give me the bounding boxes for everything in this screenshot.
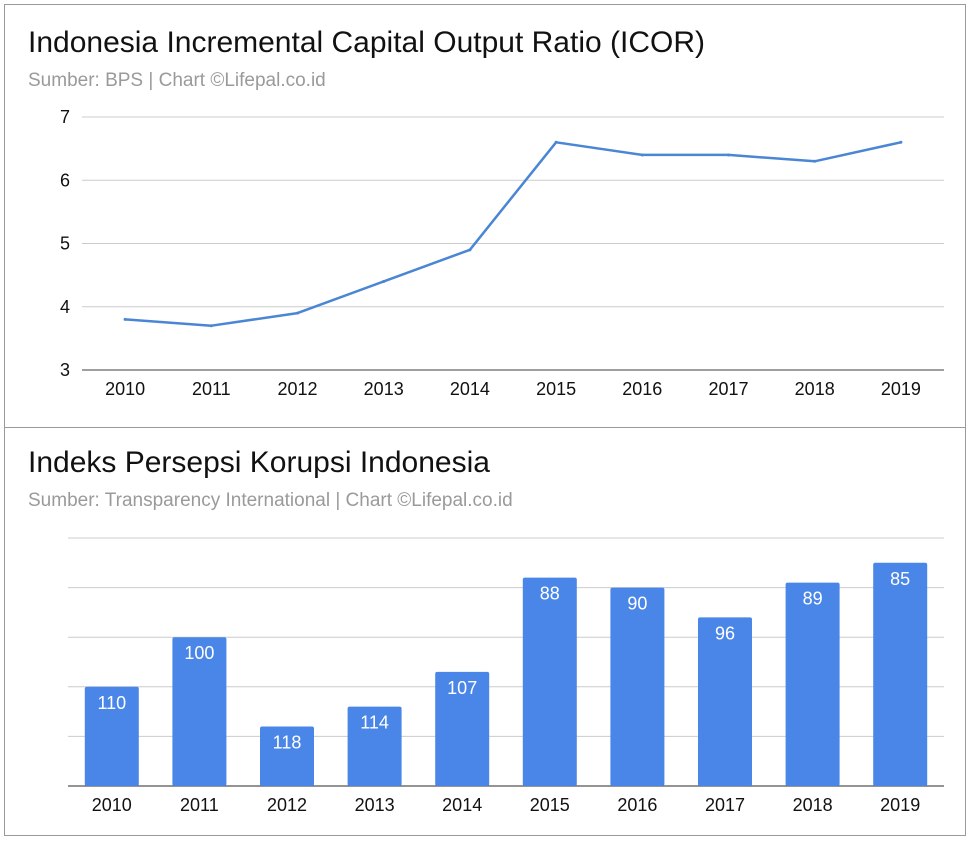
data-point <box>640 153 644 157</box>
data-point <box>813 159 817 163</box>
bar-value-label: 89 <box>803 589 823 609</box>
data-point <box>468 248 472 252</box>
chart1-subtitle: Sumber: BPS | Chart ©Lifepal.co.id <box>28 70 326 91</box>
bar <box>698 617 752 786</box>
bar-value-label: 85 <box>890 569 910 589</box>
bar <box>347 706 402 786</box>
data-point <box>209 324 213 328</box>
data-point <box>382 279 386 283</box>
bar-value-label: 107 <box>447 678 477 698</box>
x-tick-label: 2011 <box>180 795 219 815</box>
x-tick-label: 2017 <box>708 379 748 399</box>
bar-value-label: 88 <box>540 584 560 604</box>
x-tick-label: 2018 <box>795 379 835 399</box>
x-tick-label: 2017 <box>705 795 745 815</box>
bar <box>172 637 227 786</box>
chart-frame <box>4 4 966 836</box>
y-tick-label: 3 <box>60 360 70 380</box>
y-tick-label: 6 <box>60 170 70 190</box>
icor-line-chart: 3 4 5 6 7 2010 2011 2012 2013 2014 2015 2016 2017 201… <box>60 107 944 399</box>
x-tick-label: 2010 <box>92 795 132 815</box>
bar-value-label: 90 <box>627 594 647 614</box>
data-point <box>123 317 127 321</box>
bar <box>260 726 314 786</box>
chart2-subtitle: Sumber: Transparency International | Cha… <box>28 490 513 511</box>
ipk-bar-chart: 110 2010 100 2011 118 2012 114 2013 107 2014 88 201… <box>68 537 944 815</box>
y-tick-label: 5 <box>60 234 70 254</box>
bar <box>435 671 490 786</box>
bar-value-label: 100 <box>184 643 214 663</box>
chart1-title: Indonesia Incremental Capital Output Rat… <box>28 26 705 59</box>
x-tick-label: 2011 <box>192 379 231 399</box>
x-tick-label: 2019 <box>881 379 921 399</box>
data-point <box>296 311 299 315</box>
y-tick-label: 4 <box>60 297 70 317</box>
chart-divider <box>4 427 966 428</box>
x-tick-label: 2012 <box>267 795 307 815</box>
data-point <box>899 140 903 144</box>
bar <box>785 582 840 786</box>
bar-value-label: 118 <box>273 732 302 752</box>
bar <box>610 587 665 786</box>
x-tick-label: 2010 <box>105 379 145 399</box>
x-tick-label: 2012 <box>277 379 317 399</box>
chart2-title: Indeks Persepsi Korupsi Indonesia <box>28 446 490 479</box>
bar-value-label: 114 <box>360 713 389 733</box>
bar <box>873 562 928 786</box>
x-tick-label: 2013 <box>364 379 404 399</box>
x-tick-label: 2019 <box>880 795 920 815</box>
x-tick-label: 2016 <box>617 795 657 815</box>
x-tick-label: 2018 <box>793 795 833 815</box>
x-tick-label: 2015 <box>536 379 576 399</box>
x-tick-label: 2016 <box>622 379 662 399</box>
x-tick-label: 2014 <box>442 795 482 815</box>
x-tick-label: 2013 <box>355 795 395 815</box>
bar-value-label: 96 <box>715 623 735 643</box>
y-tick-label: 7 <box>60 107 70 127</box>
series-line <box>125 141 902 327</box>
x-tick-label: 2014 <box>450 379 490 399</box>
bar-value-label: 110 <box>97 693 126 713</box>
x-tick-label: 2015 <box>530 795 570 815</box>
data-point <box>727 153 730 157</box>
bar <box>84 686 139 786</box>
data-point <box>554 140 558 144</box>
bar <box>522 577 577 786</box>
